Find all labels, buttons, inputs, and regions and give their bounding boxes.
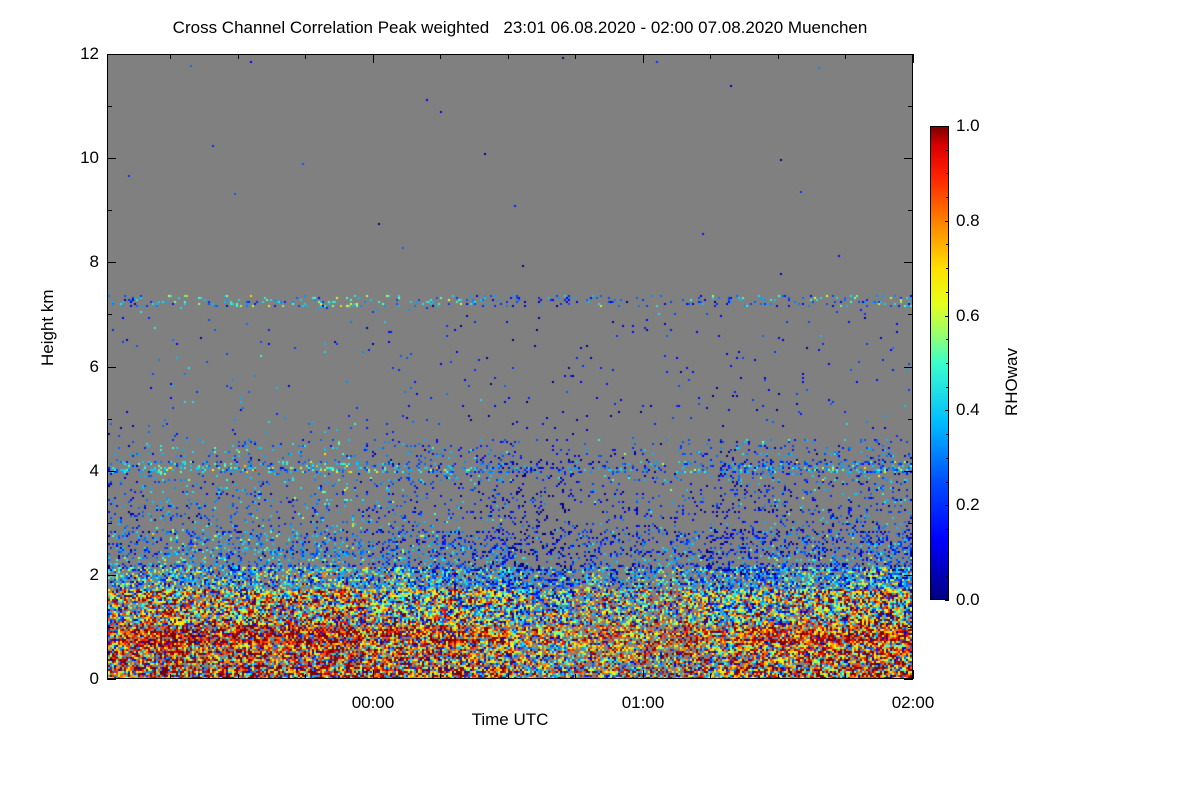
page-title: Cross Channel Correlation Peak weighted …	[172, 18, 868, 37]
colorbar-tick-label: 0.4	[956, 400, 980, 419]
y-axis-tick-label: 8	[89, 252, 99, 271]
x-axis-minor-tick	[710, 674, 711, 679]
x-axis-minor-tick-top	[508, 54, 509, 59]
y-axis-tick	[107, 367, 116, 368]
colorbar-minor-tick	[946, 458, 949, 459]
colorbar-minor-tick	[946, 553, 949, 554]
x-axis-minor-tick	[508, 674, 509, 679]
colorbar-minor-tick	[946, 339, 949, 340]
x-axis-minor-tick	[575, 674, 576, 679]
x-axis-minor-tick-top	[440, 54, 441, 59]
y-axis-tick-right	[904, 262, 913, 263]
y-axis-minor-tick	[107, 314, 112, 315]
colorbar-tick	[945, 410, 949, 411]
y-axis-minor-tick	[107, 106, 112, 107]
x-axis-minor-tick	[440, 674, 441, 679]
colorbar-minor-tick	[946, 292, 949, 293]
colorbar-minor-tick	[946, 529, 949, 530]
y-axis-minor-tick	[107, 523, 112, 524]
y-axis-tick-label: 2	[89, 565, 99, 584]
y-axis-label: Height km	[38, 289, 57, 366]
x-axis-tick-top	[913, 54, 914, 63]
y-axis-minor-tick	[107, 210, 112, 211]
x-axis-tick-label: 02:00	[891, 693, 935, 712]
y-axis-tick	[107, 679, 116, 680]
y-axis-tick-right	[904, 158, 913, 159]
y-axis-tick	[107, 575, 116, 576]
x-axis-label: Time UTC	[471, 710, 549, 729]
colorbar-minor-tick	[946, 434, 949, 435]
x-axis-tick-top	[643, 54, 644, 63]
colorbar-gradient	[931, 127, 948, 599]
colorbar-title: RHOwav	[1002, 347, 1021, 416]
colorbar-tick	[945, 600, 949, 601]
y-axis-tick	[107, 54, 116, 55]
y-axis-minor-tick	[107, 627, 112, 628]
colorbar-minor-tick	[946, 363, 949, 364]
y-axis-minor-tick-right	[908, 627, 913, 628]
x-axis-minor-tick-top	[238, 54, 239, 59]
x-axis-tick	[913, 670, 914, 679]
colorbar-tick-label: 1.0	[956, 116, 980, 135]
x-axis-tick-label: 01:00	[621, 693, 665, 712]
colorbar-minor-tick	[946, 150, 949, 151]
y-axis-tick-right	[904, 471, 913, 472]
y-axis-tick	[107, 262, 116, 263]
y-axis-tick-right	[904, 575, 913, 576]
x-axis-minor-tick	[845, 674, 846, 679]
colorbar-minor-tick	[946, 173, 949, 174]
colorbar-tick	[945, 505, 949, 506]
colorbar-tick-label: 0.8	[956, 211, 980, 230]
x-axis-minor-tick	[305, 674, 306, 679]
y-axis-minor-tick	[107, 419, 112, 420]
y-axis-tick	[107, 158, 116, 159]
colorbar-tick	[945, 126, 949, 127]
colorbar-tick	[945, 221, 949, 222]
colorbar-tick-label: 0.6	[956, 306, 980, 325]
x-axis-minor-tick-top	[575, 54, 576, 59]
y-axis-tick-label: 4	[89, 461, 99, 480]
colorbar-minor-tick	[946, 268, 949, 269]
colorbar-tick-label: 0.0	[956, 590, 980, 609]
y-axis-tick	[107, 471, 116, 472]
y-axis-minor-tick-right	[908, 106, 913, 107]
x-axis-tick	[373, 670, 374, 679]
colorbar-minor-tick	[946, 244, 949, 245]
y-axis-tick-label: 6	[89, 357, 99, 376]
x-axis-minor-tick-top	[845, 54, 846, 59]
x-axis-tick-top	[373, 54, 374, 63]
y-axis-minor-tick-right	[908, 314, 913, 315]
x-axis-minor-tick	[170, 674, 171, 679]
colorbar-tick	[945, 316, 949, 317]
x-axis-tick	[643, 670, 644, 679]
y-axis-minor-tick-right	[908, 523, 913, 524]
x-axis-tick-label: 00:00	[351, 693, 395, 712]
heatmap-data-canvas	[108, 55, 912, 678]
x-axis-minor-tick-top	[305, 54, 306, 59]
x-axis-minor-tick	[238, 674, 239, 679]
x-axis-minor-tick-top	[170, 54, 171, 59]
x-axis-minor-tick-top	[778, 54, 779, 59]
colorbar-minor-tick	[946, 482, 949, 483]
colorbar-minor-tick	[946, 576, 949, 577]
x-axis-minor-tick-top	[710, 54, 711, 59]
y-axis-tick-label: 12	[80, 44, 99, 63]
y-axis-tick-label: 10	[80, 148, 99, 167]
y-axis-tick-right	[904, 367, 913, 368]
y-axis-minor-tick-right	[908, 419, 913, 420]
y-axis-tick-right	[904, 679, 913, 680]
colorbar-minor-tick	[946, 387, 949, 388]
y-axis-minor-tick-right	[908, 210, 913, 211]
y-axis-tick-right	[904, 54, 913, 55]
colorbar-tick-label: 0.2	[956, 495, 980, 514]
x-axis-minor-tick	[778, 674, 779, 679]
colorbar-minor-tick	[946, 197, 949, 198]
heatmap-plot-area	[107, 54, 913, 679]
y-axis-tick-label: 0	[89, 669, 99, 688]
